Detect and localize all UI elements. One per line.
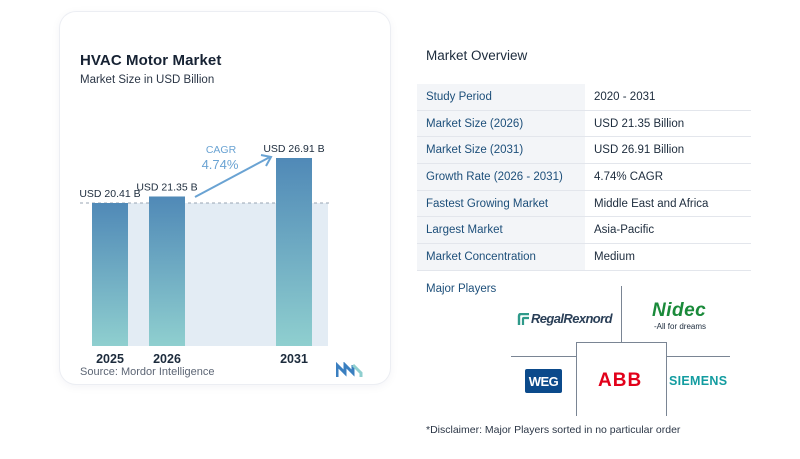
nidec-logo: Nidec -All for dreams (650, 300, 710, 332)
mordor-logo-icon (336, 362, 363, 377)
chart-title: HVAC Motor Market (80, 52, 222, 69)
bar-2026 (149, 196, 185, 346)
overview-row: Growth Rate (2026 - 2031) 4.74% CAGR (417, 164, 751, 191)
abb-logo: ABB (598, 369, 648, 393)
cagr-arrow (194, 156, 271, 198)
source-note: Source: Mordor Intelligence (80, 366, 215, 378)
overview-row: Largest Market Asia-Pacific (417, 217, 751, 245)
regal-rexnord-wordmark: RegalRexnord (531, 311, 613, 326)
overview-key: Growth Rate (2026 - 2031) (417, 164, 585, 190)
siemens-wordmark: SIEMENS (669, 374, 728, 388)
bar-2025 (92, 203, 128, 346)
x-tick-label: 2026 (153, 352, 181, 366)
overview-key: Market Size (2026) (417, 110, 585, 137)
overview-value: Middle East and Africa (594, 197, 709, 210)
chart-card: HVAC Motor Market Market Size in USD Bil… (60, 12, 390, 384)
x-tick-label: 2025 (96, 352, 124, 366)
overview-value: 2020 - 2031 (594, 91, 656, 103)
overview-row: Market Size (2031) USD 26.91 Billion (417, 137, 751, 165)
overview-key: Largest Market (417, 217, 585, 244)
logo-grid-divider (511, 356, 576, 357)
overview-value: USD 21.35 Billion (594, 117, 685, 130)
overview-row: Market Size (2026) USD 21.35 Billion (417, 110, 751, 138)
bar-2031 (276, 158, 312, 346)
cagr-value: 4.74% (202, 157, 239, 172)
bar-value-label: USD 26.91 B (263, 143, 324, 155)
siemens-logo: SIEMENS (669, 374, 729, 390)
overview-key: Market Concentration (417, 244, 585, 270)
overview-row: Study Period 2020 - 2031 (417, 84, 751, 111)
regal-rexnord-mark-icon (517, 313, 529, 325)
nidec-tagline: -All for dreams (654, 322, 707, 331)
cagr-label: CAGR (206, 144, 237, 156)
logo-grid-divider (576, 342, 577, 416)
chart-subtitle: Market Size in USD Billion (80, 74, 215, 86)
logo-grid-divider (666, 356, 730, 357)
overview-key: Study Period (417, 84, 585, 110)
overview-value: 4.74% CAGR (594, 171, 664, 184)
weg-wordmark: WEG (528, 374, 559, 389)
players-title: Major Players (426, 283, 497, 295)
bar-value-label: USD 20.41 B (79, 188, 140, 200)
abb-wordmark: ABB (598, 370, 643, 391)
overview-value: Asia-Pacific (594, 224, 655, 237)
overview-value: Medium (594, 251, 635, 264)
overview-title: Market Overview (426, 48, 528, 63)
logo-grid-divider (666, 342, 667, 416)
overview-row: Market Concentration Medium (417, 244, 751, 271)
cagr-arrowhead (260, 154, 273, 167)
overview-key: Market Size (2031) (417, 137, 585, 164)
x-tick-label: 2031 (280, 352, 308, 366)
logo-grid-divider (621, 286, 622, 342)
weg-logo: WEG (525, 369, 562, 393)
overview-value: USD 26.91 Billion (594, 144, 685, 157)
overview-key: Fastest Growing Market (417, 190, 585, 217)
overview-table: Study Period 2020 - 2031 Market Size (2026… (417, 84, 751, 271)
overview-row: Fastest Growing Market Middle East and Af… (417, 190, 751, 218)
logo-grid-divider (576, 342, 666, 343)
disclaimer: *Disclaimer: Major Players sorted in no … (426, 424, 681, 436)
bar-value-label: USD 21.35 B (136, 181, 197, 193)
nidec-wordmark: Nidec (652, 300, 707, 321)
